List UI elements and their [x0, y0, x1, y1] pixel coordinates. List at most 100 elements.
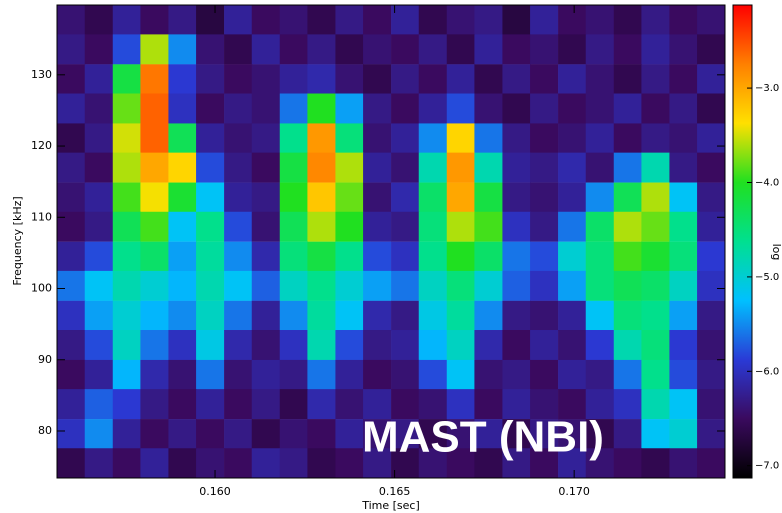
- heatmap-cell: [418, 123, 448, 154]
- heatmap-cell: [641, 64, 670, 95]
- heatmap-cell: [335, 152, 364, 183]
- heatmap-cell: [363, 152, 392, 183]
- heatmap-cell: [224, 93, 253, 124]
- y-tick-label: 80: [38, 424, 52, 437]
- heatmap-cell: [196, 64, 225, 95]
- heatmap-cell: [613, 64, 643, 95]
- heatmap-cell: [112, 300, 142, 331]
- heatmap-cell: [307, 300, 336, 331]
- heatmap-cell: [669, 64, 698, 95]
- heatmap-cell: [446, 241, 476, 272]
- heatmap-cell: [558, 152, 587, 183]
- heatmap-cell: [84, 5, 114, 36]
- heatmap-cell: [196, 123, 225, 154]
- heatmap-cell: [558, 123, 587, 154]
- heatmap-cell: [335, 211, 364, 242]
- heatmap-cell: [196, 241, 225, 272]
- heatmap-cell: [418, 241, 448, 272]
- heatmap-cell: [585, 152, 615, 183]
- heatmap-cell: [391, 330, 420, 361]
- heatmap-cell: [84, 152, 114, 183]
- heatmap-cell: [307, 270, 336, 301]
- heatmap-cell: [669, 270, 698, 301]
- heatmap-cell: [530, 419, 559, 450]
- heatmap-cell: [112, 241, 142, 272]
- heatmap-cell: [251, 389, 281, 420]
- heatmap-cell: [168, 152, 197, 183]
- heatmap-cell: [224, 211, 253, 242]
- heatmap-cell: [502, 270, 531, 301]
- heatmap-cell: [279, 93, 309, 124]
- heatmap-cell: [697, 182, 726, 213]
- heatmap-cell: [697, 300, 726, 331]
- colorbar: [732, 4, 753, 479]
- heatmap-cell: [585, 330, 615, 361]
- heatmap-cell: [641, 300, 670, 331]
- heatmap-cell: [502, 34, 531, 65]
- heatmap-cell: [558, 211, 587, 242]
- heatmap-cell: [474, 5, 503, 36]
- heatmap-cell: [613, 419, 643, 450]
- heatmap-cell: [140, 5, 169, 36]
- heatmap-cell: [418, 419, 448, 450]
- heatmap-cell: [669, 182, 698, 213]
- heatmap-cell: [669, 152, 698, 183]
- heatmap-cell: [84, 389, 114, 420]
- heatmap-cell: [613, 300, 643, 331]
- heatmap-cell: [502, 152, 531, 183]
- heatmap-cell: [530, 152, 559, 183]
- colorbar-tick-label: −4.0: [755, 177, 779, 188]
- heatmap-cell: [530, 211, 559, 242]
- heatmap-cell: [112, 5, 142, 36]
- heatmap-cell: [363, 123, 392, 154]
- heatmap-cell: [57, 419, 86, 450]
- heatmap-cell: [140, 300, 169, 331]
- heatmap-cell: [697, 211, 726, 242]
- heatmap-cell: [168, 270, 197, 301]
- heatmap-cell: [84, 300, 114, 331]
- y-tick-label: 100: [31, 282, 52, 295]
- heatmap-cell: [84, 34, 114, 65]
- heatmap-cell: [502, 389, 531, 420]
- heatmap-cell: [84, 330, 114, 361]
- heatmap-cell: [112, 389, 142, 420]
- colorbar-title: log: [770, 244, 782, 261]
- heatmap-cell: [613, 34, 643, 65]
- heatmap-cell: [251, 300, 281, 331]
- heatmap-cell: [558, 34, 587, 65]
- heatmap-cell: [641, 34, 670, 65]
- heatmap-cell: [140, 389, 169, 420]
- heatmap-cell: [112, 359, 142, 390]
- heatmap-cell: [84, 211, 114, 242]
- heatmap-cell: [474, 300, 503, 331]
- heatmap-cell: [57, 64, 86, 95]
- heatmap-cell: [335, 182, 364, 213]
- heatmap-cell: [363, 448, 392, 479]
- heatmap-cell: [641, 5, 670, 36]
- heatmap-cell: [474, 389, 503, 420]
- heatmap-cell: [418, 152, 448, 183]
- heatmap-cell: [84, 93, 114, 124]
- heatmap-cell: [168, 330, 197, 361]
- heatmap-cell: [84, 64, 114, 95]
- heatmap-cell: [585, 93, 615, 124]
- heatmap-cell: [558, 5, 587, 36]
- heatmap-cell: [641, 389, 670, 420]
- heatmap-cell: [112, 419, 142, 450]
- heatmap-cell: [279, 419, 309, 450]
- heatmap-cell: [57, 270, 86, 301]
- heatmap-cell: [697, 152, 726, 183]
- x-tick-label: 0.170: [558, 485, 590, 498]
- heatmap-cell: [697, 241, 726, 272]
- heatmap-cell: [363, 241, 392, 272]
- heatmap-cell: [168, 241, 197, 272]
- heatmap-cell: [613, 5, 643, 36]
- heatmap-cell: [474, 34, 503, 65]
- heatmap-cell: [57, 152, 86, 183]
- heatmap-cell: [251, 359, 281, 390]
- heatmap-cell: [558, 300, 587, 331]
- heatmap-cell: [251, 123, 281, 154]
- heatmap-cell: [57, 389, 86, 420]
- heatmap-cell: [112, 270, 142, 301]
